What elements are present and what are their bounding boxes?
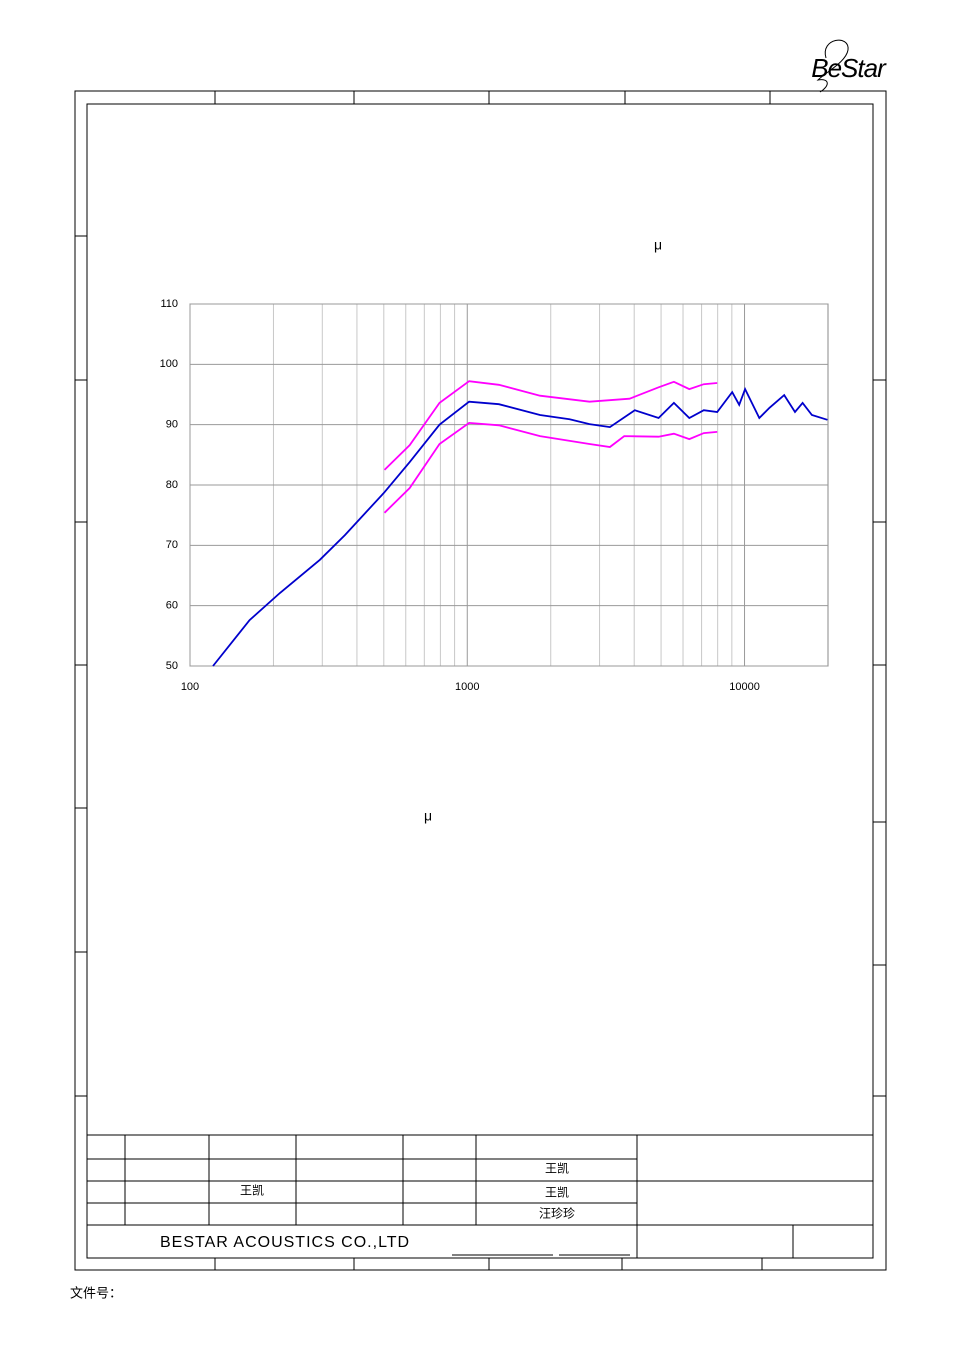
logo: BeStar bbox=[811, 53, 887, 83]
y-tick-label: 50 bbox=[166, 660, 178, 672]
title-block bbox=[87, 1134, 873, 1258]
x-tick-label: 1000 bbox=[455, 681, 479, 693]
y-tick-label: 110 bbox=[160, 298, 178, 310]
mu-label: μ bbox=[654, 237, 662, 253]
series-line bbox=[212, 386, 828, 667]
y-tick-label: 70 bbox=[166, 539, 178, 551]
series-line bbox=[383, 380, 718, 471]
y-tick-label: 60 bbox=[166, 600, 178, 612]
series-line bbox=[383, 421, 718, 514]
frame bbox=[74, 90, 887, 1271]
designed-by: 汪珍珍 bbox=[539, 1207, 575, 1221]
approved-by: 王凯 bbox=[545, 1162, 569, 1176]
logo-swoosh bbox=[816, 39, 849, 93]
company: BESTAR ACOUSTICS CO.,LTD bbox=[160, 1234, 410, 1251]
x-tick-label: 100 bbox=[181, 681, 199, 693]
checked-by: 王凯 bbox=[545, 1186, 569, 1200]
y-tick-label: 80 bbox=[166, 479, 178, 491]
x-tick-label: 10000 bbox=[729, 681, 760, 693]
footer: 文件号： bbox=[70, 1287, 122, 1302]
drawn-by: 王凯 bbox=[240, 1184, 264, 1198]
y-tick-label: 100 bbox=[160, 358, 178, 370]
mu-label: μ bbox=[424, 808, 432, 824]
y-tick-label: 90 bbox=[166, 419, 178, 431]
